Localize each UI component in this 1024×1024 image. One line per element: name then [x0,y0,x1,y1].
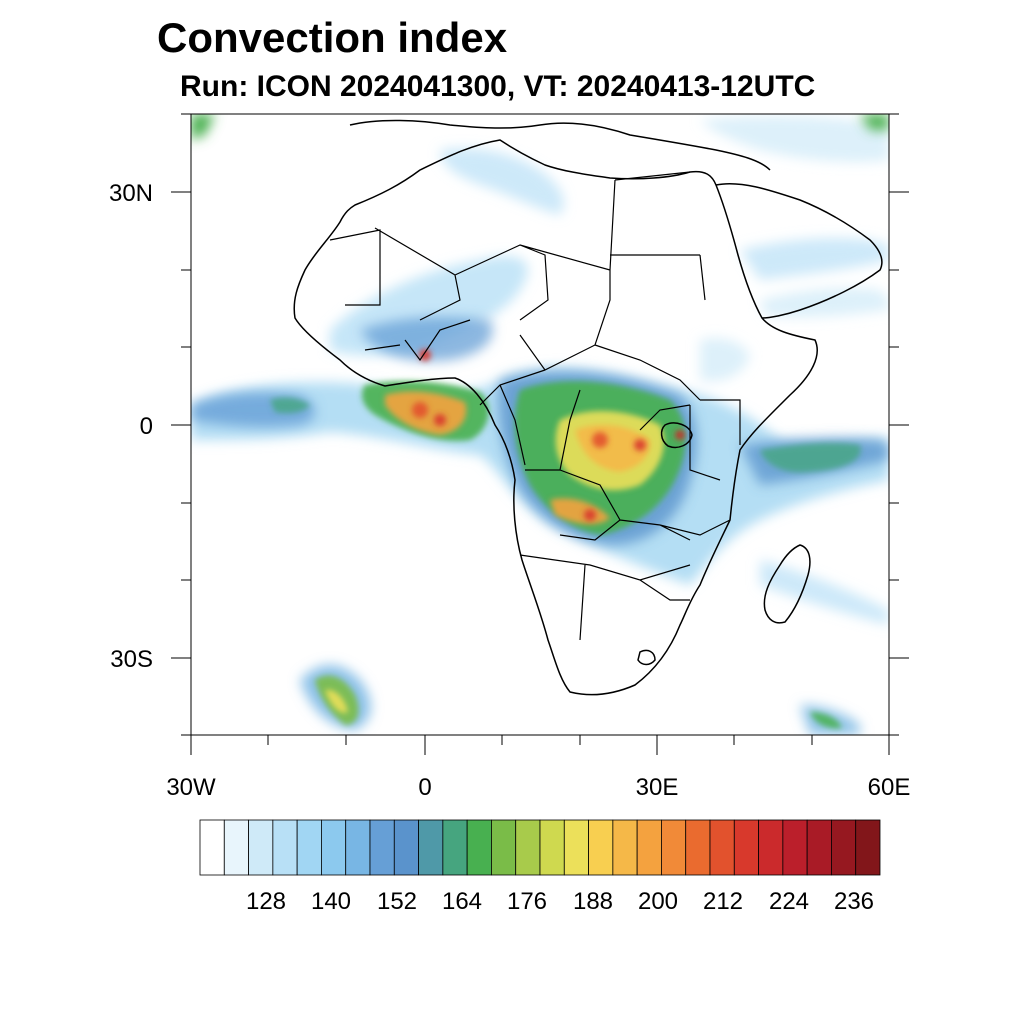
colorbar-swatch [758,819,784,876]
chart-subtitle: Run: ICON 2024041300, VT: 20240413-12UTC [180,70,816,103]
colorbar-label: 152 [376,888,418,915]
colorbar-swatch [223,819,249,876]
colorbar-swatch [806,819,832,876]
colorbar-swatch [563,819,589,876]
colorbar-label: 212 [702,888,744,915]
lon-label-30w: 30W [166,774,216,801]
lat-label-30n: 30N [108,180,153,207]
colorbar-label: 128 [245,888,287,915]
colorbar-swatch [491,819,517,876]
colorbar-label: 164 [441,888,483,915]
colorbar-swatch [296,819,322,876]
madagascar-coastline [763,544,811,624]
africa-coastline [293,139,818,696]
colorbar-swatch [345,819,371,876]
axis-ticks [171,113,909,755]
lat-label-0: 0 [139,413,153,440]
convection-field [191,114,889,735]
convection-peak-values [412,349,685,521]
arabia-coastline [715,182,883,319]
borders [329,171,741,641]
colorbar-swatch [272,819,298,876]
colorbar-swatch [418,819,444,876]
colorbar-swatch [248,819,274,876]
colorbar-swatch [199,819,225,876]
colorbar [199,819,881,876]
lon-label-60e: 60E [867,774,911,801]
lat-label-30s: 30S [110,646,153,673]
colorbar-swatch [709,819,735,876]
lon-label-0: 0 [418,774,432,801]
colorbar-swatch [636,819,662,876]
colorbar-swatch [466,819,492,876]
colorbar-swatch [612,819,638,876]
colorbar-swatch [831,819,857,876]
colorbar-label: 176 [506,888,548,915]
colorbar-swatch [539,819,565,876]
colorbar-label: 188 [572,888,614,915]
chart-title: Convection index [157,14,508,61]
colorbar-swatch [661,819,687,876]
colorbar-label: 224 [768,888,810,915]
coastlines-and-borders [293,119,883,696]
colorbar-swatch [855,819,881,876]
colorbar-swatch [321,819,347,876]
colorbar-swatch [442,819,468,876]
convection-low-values [191,116,889,625]
colorbar-label: 140 [310,888,352,915]
colorbar-label: 236 [833,888,875,915]
colorbar-swatch [369,819,395,876]
colorbar-swatch [685,819,711,876]
lon-label-30e: 30E [635,774,679,801]
europe-coastline [349,119,771,171]
colorbar-swatch [588,819,614,876]
lake-victoria [660,422,693,449]
lesotho [637,649,656,666]
colorbar-swatch [733,819,759,876]
colorbar-label: 200 [637,888,679,915]
colorbar-swatch [515,819,541,876]
colorbar-swatch [393,819,419,876]
colorbar-swatch [782,819,808,876]
